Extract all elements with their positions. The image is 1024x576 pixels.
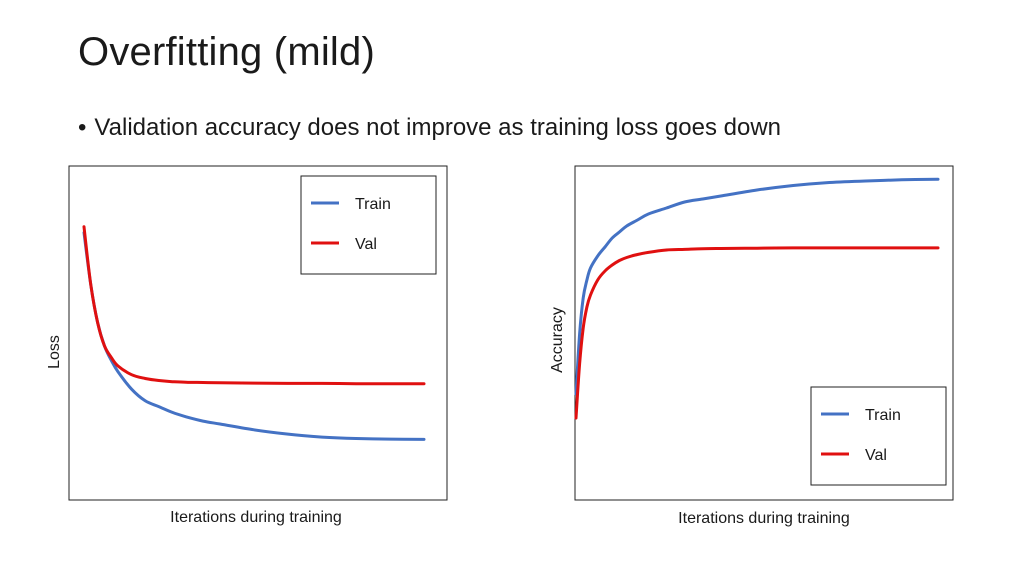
legend-label-val: Val	[865, 447, 887, 464]
y-axis-label: Accuracy	[549, 307, 566, 373]
bullet-dot-icon: •	[78, 114, 87, 141]
chart-accuracy: Train Val Iterations during training Accura…	[549, 165, 954, 527]
legend: Train Val	[810, 386, 947, 486]
legend-box	[300, 175, 437, 275]
series-line-train	[574, 177, 940, 396]
chart-loss: Train Val Iterations during training Loss	[46, 165, 448, 526]
x-axis-label: Iterations during training	[170, 509, 342, 526]
slide-title: Overfitting (mild)	[78, 30, 375, 74]
legend-label-train: Train	[865, 407, 901, 424]
x-axis-label: Iterations during training	[678, 510, 850, 527]
bullet-point: • Validation accuracy does not improve a…	[78, 114, 781, 142]
plot-frame	[574, 165, 954, 501]
plot-frame	[68, 165, 448, 501]
legend-box	[810, 386, 947, 486]
y-axis-label: Loss	[46, 335, 63, 369]
legend-label-train: Train	[355, 196, 391, 213]
bullet-text: Validation accuracy does not improve as …	[94, 114, 782, 141]
series-line-val	[82, 225, 426, 386]
legend-label-val: Val	[355, 236, 377, 253]
legend: Train Val	[300, 175, 437, 275]
series-line-val	[574, 246, 940, 420]
